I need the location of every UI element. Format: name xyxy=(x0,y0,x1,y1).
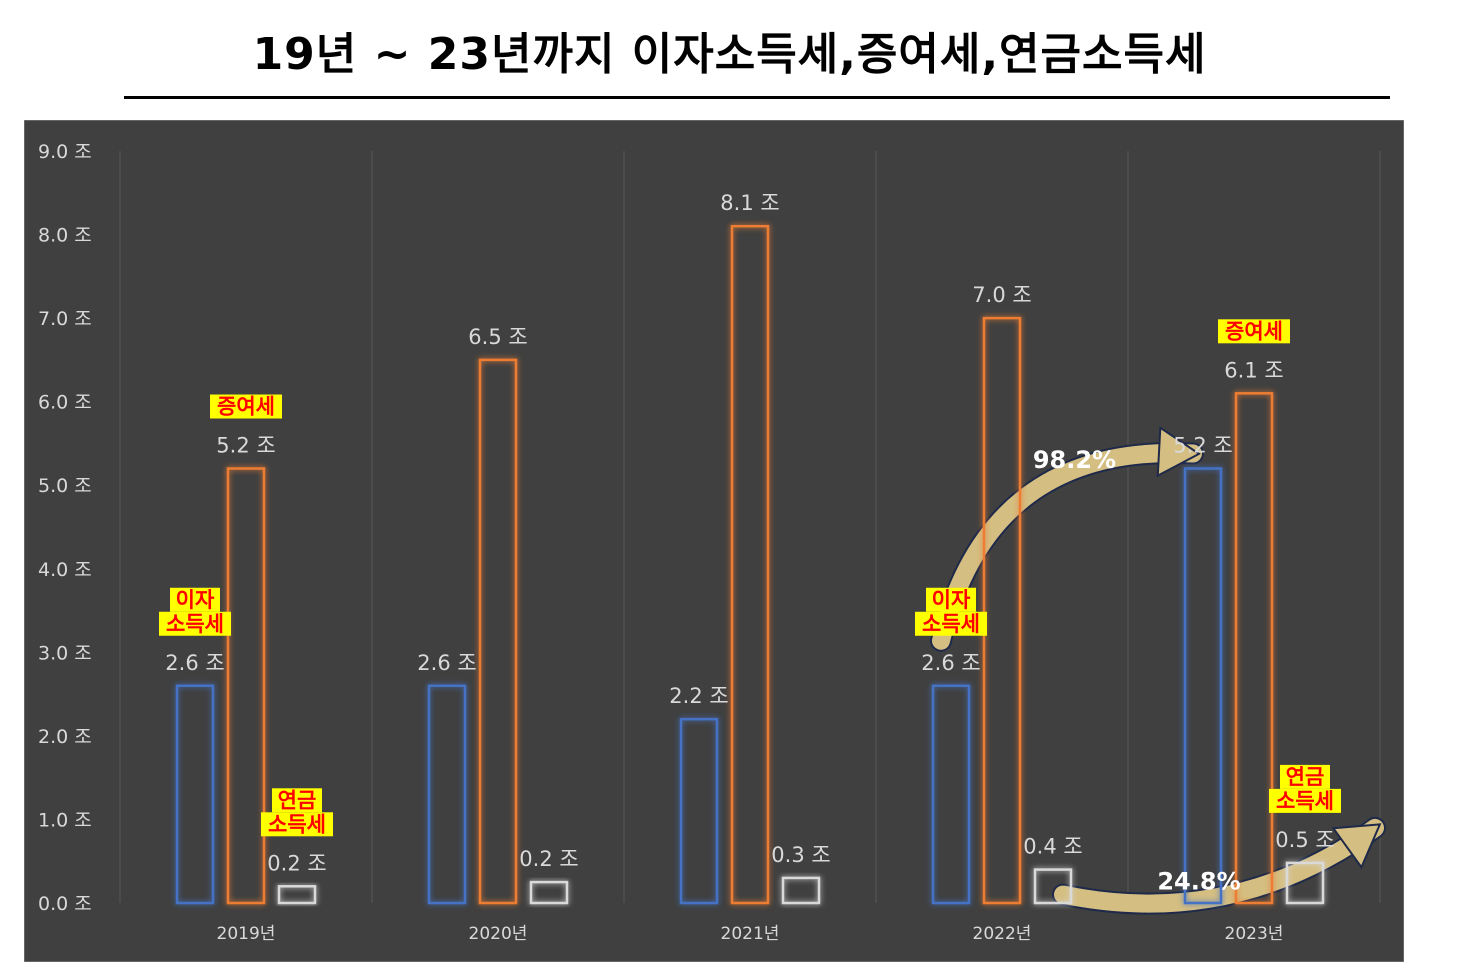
data-label: 5.2 조 xyxy=(1173,434,1232,458)
callout-background xyxy=(261,812,333,837)
x-tick-label: 2022년 xyxy=(973,924,1032,944)
callout-background xyxy=(159,611,231,636)
y-tick-label: 3.0 조 xyxy=(38,642,92,664)
callout-background xyxy=(210,394,282,419)
data-label: 0.5 조 xyxy=(1275,828,1334,852)
callout-text: 소득세 xyxy=(922,612,980,636)
x-tick-label: 2021년 xyxy=(721,924,780,944)
bar-interest xyxy=(1183,467,1223,905)
callout-text: 소득세 xyxy=(268,812,326,836)
bar-pension xyxy=(1033,868,1073,905)
callout-label: 이자소득세 xyxy=(915,587,987,636)
bar-pension xyxy=(781,876,821,905)
y-tick-label: 1.0 조 xyxy=(38,809,92,831)
arrow-body xyxy=(1054,818,1384,913)
bar-interest xyxy=(427,684,467,905)
data-label: 0.2 조 xyxy=(519,847,578,871)
bar-gift xyxy=(478,358,518,905)
callout-label: 이자소득세 xyxy=(159,587,231,636)
y-tick-label: 5.0 조 xyxy=(38,475,92,497)
bar-gift xyxy=(982,316,1022,905)
callout-label: 증여세 xyxy=(1218,319,1290,344)
data-label: 6.1 조 xyxy=(1224,358,1283,382)
callout-text: 증여세 xyxy=(217,395,275,419)
y-tick-label: 7.0 조 xyxy=(38,308,92,330)
callout-text: 이자 xyxy=(932,588,971,612)
plot-background xyxy=(24,120,1404,962)
page-title: 19년 ~ 23년까지 이자소득세,증여세,연금소득세 xyxy=(252,29,1207,80)
data-label: 0.2 조 xyxy=(267,851,326,875)
data-label: 0.3 조 xyxy=(771,843,830,867)
growth-label: 24.8% xyxy=(1157,868,1240,896)
bar-interest xyxy=(175,684,215,905)
bar-pension xyxy=(277,885,317,905)
data-label: 2.2 조 xyxy=(669,684,728,708)
data-label: 2.6 조 xyxy=(165,651,224,675)
data-label: 5.2 조 xyxy=(216,434,275,458)
title-underline xyxy=(124,96,1390,99)
x-tick-label: 2019년 xyxy=(217,924,276,944)
bar-pension xyxy=(529,880,569,905)
callout-label: 연금소득세 xyxy=(261,788,333,837)
callout-text: 소득세 xyxy=(166,612,224,636)
data-label: 6.5 조 xyxy=(468,325,527,349)
callout-text: 소득세 xyxy=(1276,789,1334,813)
callout-background xyxy=(1218,319,1290,344)
callout-background xyxy=(1280,764,1330,789)
y-tick-label: 2.0 조 xyxy=(38,726,92,748)
y-tick-label: 6.0 조 xyxy=(38,392,92,414)
bar-interest xyxy=(931,684,971,905)
callout-label: 연금소득세 xyxy=(1269,764,1341,813)
bar-gift xyxy=(730,224,770,905)
callout-background xyxy=(170,587,220,612)
data-label: 0.4 조 xyxy=(1023,835,1082,859)
x-tick-label: 2023년 xyxy=(1225,924,1284,944)
bar-chart: 0.0 조 1.0 조 2.0 조 3.0 조 4.0 조 5.0 조 6.0 조 7.0 조… xyxy=(24,120,1404,962)
callout-text: 연금 xyxy=(1286,765,1325,789)
callout-label: 증여세 xyxy=(210,394,282,419)
data-label: 8.1 조 xyxy=(720,191,779,215)
growth-arrow xyxy=(1052,816,1386,915)
y-tick-label: 4.0 조 xyxy=(38,559,92,581)
arrow-head xyxy=(1156,425,1201,478)
callout-text: 이자 xyxy=(176,588,215,612)
data-label: 7.0 조 xyxy=(972,283,1031,307)
arrow-head xyxy=(1331,823,1382,870)
x-tick-label: 2020년 xyxy=(469,924,528,944)
data-label: 2.6 조 xyxy=(417,651,476,675)
callout-text: 연금 xyxy=(278,788,317,812)
bar-interest xyxy=(679,717,719,905)
y-tick-label: 9.0 조 xyxy=(38,141,92,163)
callout-background xyxy=(926,587,976,612)
callout-background xyxy=(272,788,322,813)
y-tick-label: 0.0 조 xyxy=(38,893,92,915)
growth-label: 98.2% xyxy=(1033,446,1116,474)
bar-pension xyxy=(1285,861,1325,905)
y-tick-label: 8.0 조 xyxy=(38,225,92,247)
callout-text: 증여세 xyxy=(1225,319,1283,343)
data-label: 2.6 조 xyxy=(921,651,980,675)
bar-gift xyxy=(1234,392,1274,905)
callout-background xyxy=(915,611,987,636)
bar-gift xyxy=(226,467,266,905)
callout-background xyxy=(1269,788,1341,813)
